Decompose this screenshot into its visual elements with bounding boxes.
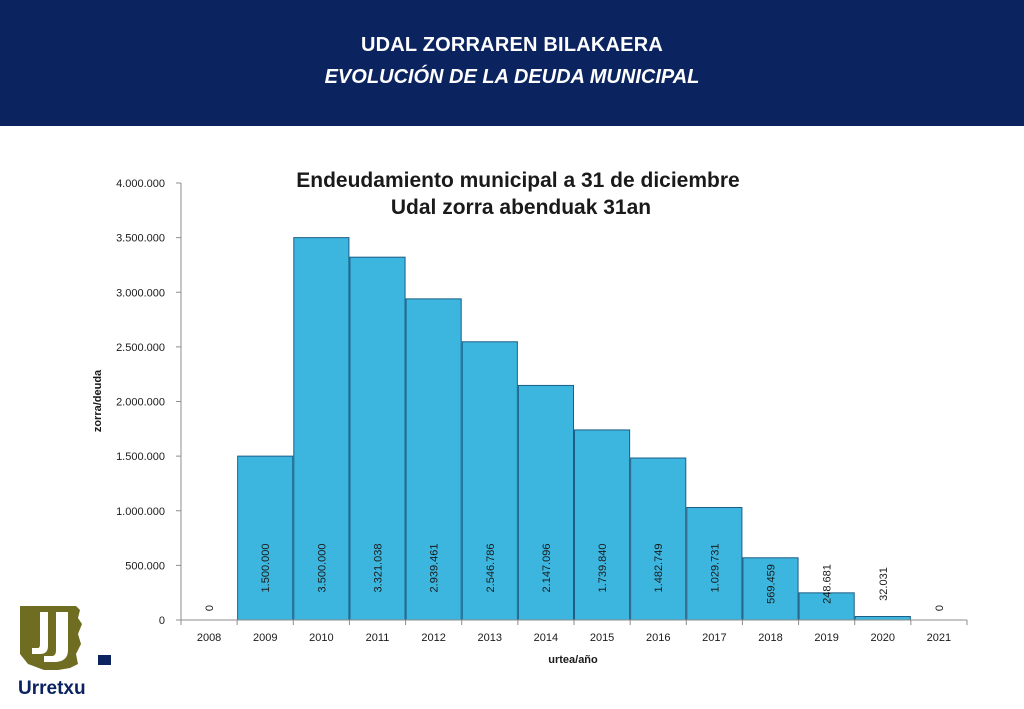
x-tick-label: 2017 <box>702 632 726 644</box>
data-label-2013: 2.546.786 <box>485 544 497 593</box>
x-tick-label: 2011 <box>366 632 390 644</box>
bar-2009 <box>237 455 294 621</box>
x-tick-label: 2015 <box>590 632 614 644</box>
x-tick-label: 2014 <box>534 632 558 644</box>
x-tick-label: 2008 <box>197 632 221 644</box>
y-tick-label: 4.000.000 <box>116 178 165 190</box>
chart-subtitle: Udal zorra abenduak 31an <box>391 196 651 219</box>
x-tick-label: 2021 <box>927 632 951 644</box>
x-tick-label: 2020 <box>871 632 895 644</box>
header-title-spanish: EVOLUCIÓN DE LA DEUDA MUNICIPAL <box>324 66 700 88</box>
x-tick-label: 2016 <box>646 632 670 644</box>
header-band <box>0 0 1024 126</box>
y-axis-label: zorra/deuda <box>92 369 104 432</box>
x-tick-label: 2013 <box>478 632 502 644</box>
bar-2020 <box>854 616 911 621</box>
data-label-2011: 3.321.038 <box>373 544 385 593</box>
header-title-basque: UDAL ZORRAREN BILAKAERA <box>360 34 663 56</box>
y-tick-label: 2.000.000 <box>116 397 165 409</box>
bar-2019 <box>798 592 855 621</box>
data-label-2017: 1.029.731 <box>709 544 721 593</box>
data-label-2010: 3.500.000 <box>316 544 328 593</box>
data-label-2012: 2.939.461 <box>429 544 441 593</box>
x-tick-label: 2012 <box>421 632 445 644</box>
x-tick-label: 2009 <box>253 632 277 644</box>
y-tick-label: 3.000.000 <box>116 287 165 299</box>
x-tick-label: 2018 <box>758 632 782 644</box>
y-tick-label: 1.000.000 <box>116 506 165 518</box>
bar-2017 <box>686 507 743 621</box>
data-label-2020: 32.031 <box>878 567 890 601</box>
logo-text: Urretxu <box>18 678 86 699</box>
data-label-2021: 0 <box>934 605 946 611</box>
chart-title: Endeudamiento municipal a 31 de diciembr… <box>296 169 739 192</box>
y-tick-label: 500.000 <box>125 560 165 572</box>
bar-2015 <box>574 429 631 621</box>
y-tick-label: 2.500.000 <box>116 342 165 354</box>
y-tick-label: 1.500.000 <box>116 451 165 463</box>
y-axis: 0 500.000 1.000.000 1.500.000 2.000.000 2.500… <box>116 178 182 627</box>
data-label-2016: 1.482.749 <box>653 544 665 593</box>
x-axis-label: urtea/año <box>548 654 598 666</box>
bar-2012 <box>405 298 462 621</box>
x-tick-label: 2019 <box>814 632 838 644</box>
data-label-2009: 1.500.000 <box>260 544 272 593</box>
data-label-2019: 248.681 <box>822 564 834 604</box>
bar-2016 <box>630 457 687 621</box>
urretxu-logo-icon <box>20 606 111 670</box>
x-axis: 2008 2009 2010 2011 2012 2013 2014 2015 2016 2017… <box>180 619 968 644</box>
bar-2018 <box>742 557 799 621</box>
y-tick-label: 0 <box>159 615 165 627</box>
data-label-2014: 2.147.096 <box>541 544 553 593</box>
y-tick-label: 3.500.000 <box>116 233 165 245</box>
data-label-2015: 1.739.840 <box>597 544 609 593</box>
x-tick-label: 2010 <box>309 632 333 644</box>
bar-2010 <box>293 237 350 621</box>
data-label-2018: 569.459 <box>766 564 778 604</box>
bar-2011 <box>349 256 406 621</box>
data-label-2008: 0 <box>204 605 216 611</box>
bars: 0 1.500.000 3.500.000 3.321.038 2.939.461 2.5… <box>204 237 946 621</box>
